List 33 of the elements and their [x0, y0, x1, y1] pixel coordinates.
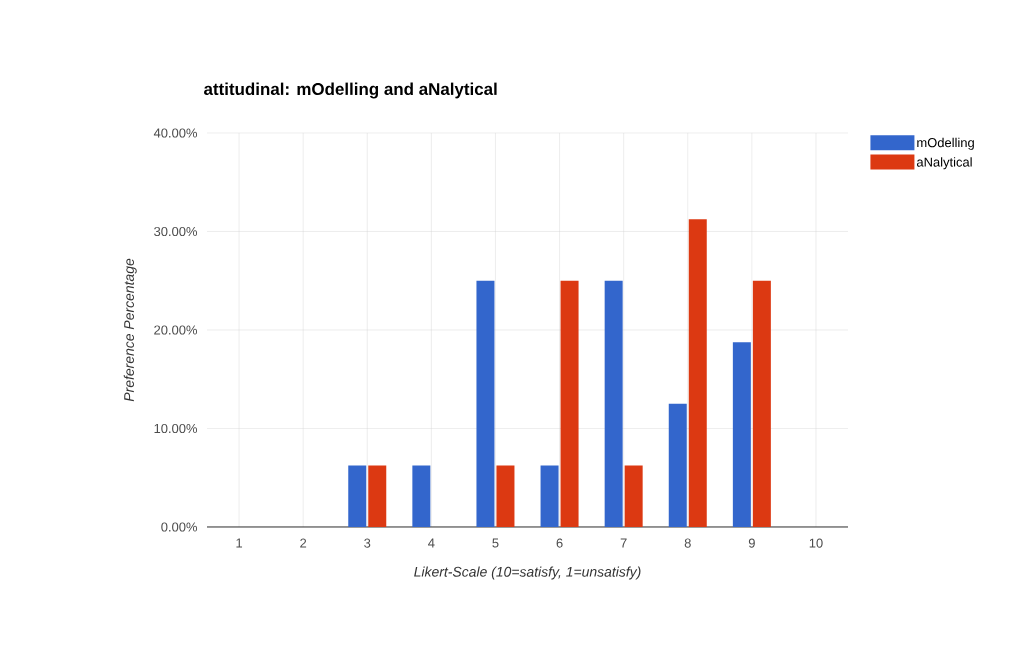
x-tick-label: 7 [620, 538, 627, 548]
x-tick-label: 10 [809, 538, 823, 548]
bar [560, 280, 579, 527]
x-tick-label: 6 [556, 538, 563, 548]
bar [752, 280, 771, 527]
y-tick-label: 20.00% [154, 325, 198, 335]
bar [476, 280, 495, 527]
bar [348, 465, 367, 527]
bar [604, 280, 623, 527]
x-tick-label: 2 [300, 538, 307, 548]
bar [732, 342, 751, 527]
x-tick-label: 1 [236, 538, 243, 548]
bar [412, 465, 431, 527]
bar [368, 465, 387, 527]
legend-label: mOdelling [917, 137, 974, 150]
y-tick-label: 10.00% [154, 423, 198, 434]
x-tick-label: 8 [684, 538, 691, 548]
x-tick-label: 4 [428, 538, 435, 548]
x-tick-label: 9 [748, 538, 755, 548]
x-tick-label: 3 [364, 538, 371, 548]
bar [624, 465, 643, 527]
x-tick-label: 5 [492, 538, 499, 548]
y-tick-label: 40.00% [153, 128, 198, 138]
bar [668, 403, 687, 527]
chart-title: attitudinal: mOdelling and aNalytical [204, 82, 497, 99]
bar [688, 219, 707, 527]
y-tick-label: 0.00% [161, 522, 198, 532]
bar [496, 465, 515, 527]
legend-label: aNalytical [916, 157, 972, 170]
y-axis-title: Preference Percentage [123, 258, 137, 402]
x-axis-title: Likert-Scale (10=satisfy, 1=unsatisfy) [414, 566, 641, 580]
bar [540, 465, 559, 527]
y-tick-label: 30.00% [154, 226, 198, 237]
